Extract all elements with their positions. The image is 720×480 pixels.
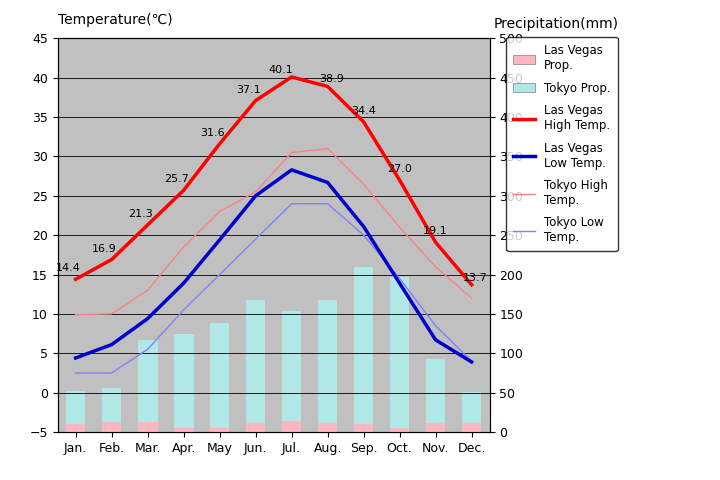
Tokyo Low
Temp. xyxy=(107,370,116,376)
Tokyo Low
Temp. xyxy=(215,272,224,277)
Text: Precipitation(mm): Precipitation(mm) xyxy=(493,17,618,31)
Las Vegas
Low Temp. xyxy=(431,337,440,343)
Text: 19.1: 19.1 xyxy=(423,227,448,237)
Las Vegas
Low Temp. xyxy=(71,355,80,361)
Tokyo High
Temp. xyxy=(431,264,440,270)
Tokyo Low
Temp. xyxy=(323,201,332,206)
Las Vegas
Low Temp. xyxy=(179,280,188,286)
Bar xyxy=(102,422,122,432)
Bar xyxy=(66,424,86,432)
Tokyo Low
Temp. xyxy=(359,232,368,238)
Text: 14.4: 14.4 xyxy=(56,264,81,274)
Bar xyxy=(210,428,230,432)
Tokyo Low
Temp. xyxy=(143,347,152,352)
Las Vegas
High Temp. xyxy=(107,257,116,263)
Tokyo Low
Temp. xyxy=(287,201,296,206)
Bar xyxy=(462,422,482,432)
Las Vegas
High Temp. xyxy=(143,222,152,228)
Text: 25.7: 25.7 xyxy=(164,174,189,184)
Bar xyxy=(318,423,338,432)
Bar xyxy=(390,277,410,432)
Bar xyxy=(318,300,338,432)
Bar xyxy=(174,428,194,432)
Tokyo High
Temp. xyxy=(107,311,116,317)
Line: Las Vegas
Low Temp.: Las Vegas Low Temp. xyxy=(76,170,472,362)
Las Vegas
Low Temp. xyxy=(395,280,404,286)
Text: 37.1: 37.1 xyxy=(236,84,261,95)
Tokyo Low
Temp. xyxy=(395,276,404,281)
Las Vegas
Low Temp. xyxy=(143,316,152,322)
Bar xyxy=(210,324,230,432)
Tokyo High
Temp. xyxy=(287,150,296,156)
Legend: Las Vegas
Prop., Tokyo Prop., Las Vegas
High Temp., Las Vegas
Low Temp., Tokyo H: Las Vegas Prop., Tokyo Prop., Las Vegas … xyxy=(506,37,618,252)
Bar xyxy=(246,300,266,432)
Tokyo High
Temp. xyxy=(143,288,152,293)
Tokyo Low
Temp. xyxy=(179,307,188,313)
Bar xyxy=(390,428,410,432)
Tokyo Low
Temp. xyxy=(251,236,260,242)
Line: Tokyo High
Temp.: Tokyo High Temp. xyxy=(76,149,472,315)
Las Vegas
High Temp. xyxy=(251,98,260,104)
Tokyo High
Temp. xyxy=(71,312,80,318)
Las Vegas
High Temp. xyxy=(431,240,440,245)
Tokyo High
Temp. xyxy=(179,244,188,250)
Tokyo Low
Temp. xyxy=(71,370,80,376)
Bar xyxy=(282,421,302,432)
Las Vegas
High Temp. xyxy=(287,74,296,80)
Bar xyxy=(426,423,446,432)
Las Vegas
High Temp. xyxy=(179,188,188,193)
Las Vegas
High Temp. xyxy=(71,276,80,282)
Tokyo Low
Temp. xyxy=(467,358,476,364)
Las Vegas
High Temp. xyxy=(467,282,476,288)
Las Vegas
Low Temp. xyxy=(467,359,476,365)
Tokyo High
Temp. xyxy=(251,189,260,195)
Bar xyxy=(246,423,266,432)
Text: Temperature(℃): Temperature(℃) xyxy=(58,12,172,26)
Las Vegas
Low Temp. xyxy=(359,224,368,229)
Las Vegas
Low Temp. xyxy=(287,167,296,173)
Text: 40.1: 40.1 xyxy=(269,65,293,75)
Tokyo High
Temp. xyxy=(395,225,404,230)
Las Vegas
Low Temp. xyxy=(215,237,224,243)
Bar xyxy=(102,388,122,432)
Text: 13.7: 13.7 xyxy=(463,273,487,283)
Las Vegas
Low Temp. xyxy=(323,180,332,185)
Bar xyxy=(354,424,374,432)
Text: 21.3: 21.3 xyxy=(128,209,153,219)
Tokyo High
Temp. xyxy=(467,295,476,301)
Bar xyxy=(138,340,158,432)
Tokyo High
Temp. xyxy=(323,146,332,152)
Bar xyxy=(138,422,158,432)
Las Vegas
Low Temp. xyxy=(107,342,116,348)
Line: Las Vegas
High Temp.: Las Vegas High Temp. xyxy=(76,77,472,285)
Las Vegas
Low Temp. xyxy=(251,193,260,199)
Las Vegas
High Temp. xyxy=(395,177,404,183)
Text: 27.0: 27.0 xyxy=(387,164,412,174)
Las Vegas
High Temp. xyxy=(215,141,224,147)
Las Vegas
High Temp. xyxy=(323,84,332,89)
Tokyo High
Temp. xyxy=(359,181,368,187)
Bar xyxy=(282,311,302,432)
Tokyo High
Temp. xyxy=(215,209,224,215)
Text: 34.4: 34.4 xyxy=(351,106,376,116)
Tokyo Low
Temp. xyxy=(431,323,440,329)
Bar xyxy=(426,359,446,432)
Bar xyxy=(462,392,482,432)
Text: 31.6: 31.6 xyxy=(200,128,225,138)
Bar xyxy=(174,334,194,432)
Las Vegas
High Temp. xyxy=(359,119,368,125)
Text: 38.9: 38.9 xyxy=(319,74,343,84)
Text: 16.9: 16.9 xyxy=(92,244,117,254)
Bar xyxy=(66,391,86,432)
Bar xyxy=(354,267,374,432)
Line: Tokyo Low
Temp.: Tokyo Low Temp. xyxy=(76,204,472,373)
